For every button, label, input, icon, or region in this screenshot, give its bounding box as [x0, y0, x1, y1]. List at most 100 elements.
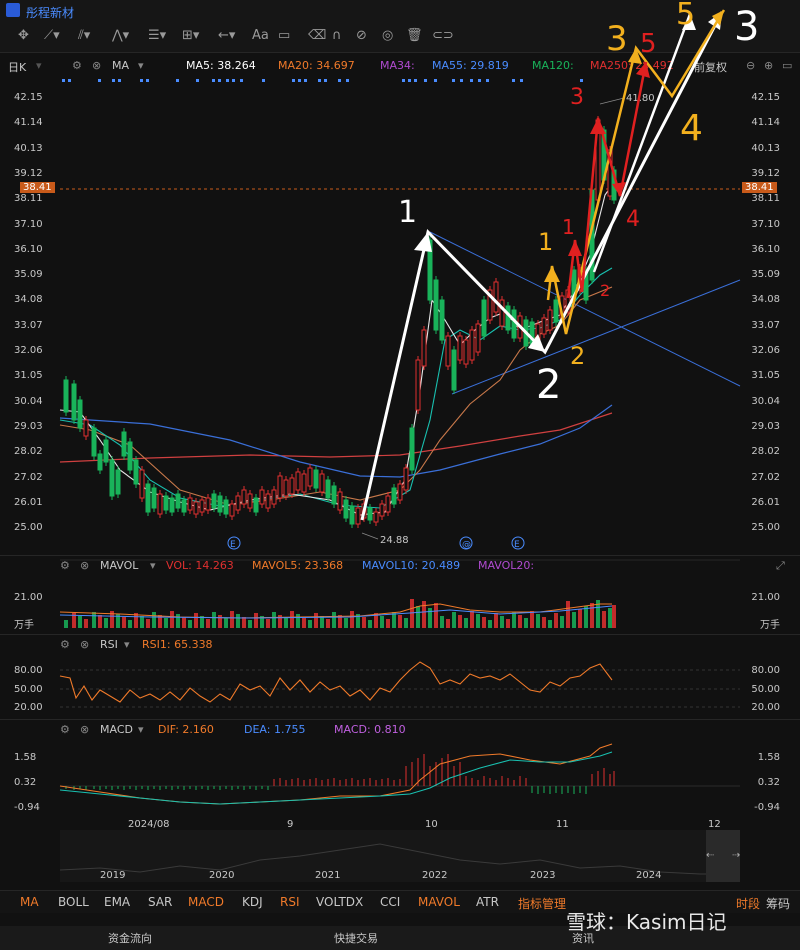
candle-body[interactable] — [121, 431, 127, 457]
candle-body[interactable] — [547, 309, 553, 331]
candle-body[interactable] — [253, 497, 259, 513]
timeline-window[interactable]: ⇠ ⇢ — [706, 830, 740, 882]
macd-name[interactable]: MACD — [100, 723, 133, 736]
candle-body[interactable] — [385, 495, 391, 513]
channel-tool-icon[interactable]: ⫽▾ — [78, 28, 91, 43]
candle-body[interactable] — [139, 469, 145, 499]
candle-body[interactable] — [337, 491, 343, 511]
tab-chips[interactable]: 筹码 — [766, 897, 791, 911]
candle-body[interactable] — [163, 495, 169, 511]
volume-bars[interactable] — [64, 599, 616, 628]
period-chevron-icon[interactable]: ▾ — [36, 59, 42, 72]
candle-body[interactable] — [475, 323, 481, 353]
candle-body[interactable] — [271, 489, 277, 505]
zoom-out-icon[interactable]: ⊖ — [746, 59, 756, 72]
candle-body[interactable] — [439, 299, 445, 341]
macd-chevron-icon[interactable]: ▾ — [138, 723, 144, 736]
rsi-gear-icon[interactable]: ⚙ — [60, 638, 70, 651]
candle-body[interactable] — [355, 507, 361, 525]
adjust-mode[interactable]: 前复权 — [694, 61, 727, 74]
candle-body[interactable] — [133, 459, 139, 485]
candle-body[interactable] — [331, 485, 337, 505]
news-link[interactable]: 资讯 — [572, 932, 594, 945]
timeline-navigator[interactable]: ⇠ ⇢ 2019 2020 2021 2022 2023 2024 — [60, 830, 740, 882]
candle-body[interactable] — [541, 317, 547, 335]
tab-indicator-manage[interactable]: 指标管理 — [518, 897, 567, 911]
candle-body[interactable] — [373, 511, 379, 523]
candle-body[interactable] — [229, 503, 235, 517]
tab-mavol[interactable]: MAVOL — [418, 895, 460, 909]
rsi-chevron-icon[interactable]: ▾ — [124, 638, 130, 651]
tab-macd[interactable]: MACD — [188, 895, 224, 909]
candle-body[interactable] — [313, 469, 319, 489]
rsi-close-icon[interactable]: ⊗ — [80, 638, 90, 651]
candle-body[interactable] — [367, 507, 373, 521]
candle-body[interactable] — [505, 305, 511, 331]
candle-body[interactable] — [97, 453, 103, 471]
note-tool-icon[interactable]: ▭ — [278, 28, 291, 43]
candle-body[interactable] — [247, 493, 253, 509]
candle-body[interactable] — [445, 335, 451, 367]
candle-body[interactable] — [109, 459, 115, 497]
macd-close-icon[interactable]: ⊗ — [80, 723, 90, 736]
mavol-gear-icon[interactable]: ⚙ — [60, 559, 70, 572]
candle-body[interactable] — [457, 335, 463, 361]
settings-gear-icon[interactable]: ⚙ — [72, 59, 82, 72]
event-markers[interactable]: E @ E — [227, 536, 525, 550]
hide-icon[interactable]: ◎ — [382, 28, 394, 43]
candle-body[interactable] — [115, 469, 121, 495]
candlesticks[interactable] — [63, 116, 617, 528]
tab-atr[interactable]: ATR — [476, 895, 499, 909]
candle-body[interactable] — [433, 279, 439, 331]
timeline-right-handle-icon[interactable]: ⇢ — [732, 850, 741, 861]
candle-body[interactable] — [499, 299, 505, 327]
candle-body[interactable] — [259, 489, 265, 505]
mavol-name[interactable]: MAVOL — [100, 559, 139, 572]
more-icon[interactable]: ▭ — [782, 59, 793, 72]
candle-body[interactable] — [481, 299, 487, 337]
move-crosshair-icon[interactable]: ✥ — [18, 28, 29, 43]
candle-body[interactable] — [325, 479, 331, 499]
candle-body[interactable] — [265, 493, 271, 509]
tab-ma[interactable]: MA — [20, 895, 39, 909]
candle-body[interactable] — [295, 471, 301, 491]
tab-voltdx[interactable]: VOLTDX — [316, 895, 364, 909]
candle-body[interactable] — [397, 483, 403, 501]
candle-body[interactable] — [421, 329, 427, 367]
tab-sar[interactable]: SAR — [148, 895, 173, 909]
candle-body[interactable] — [289, 477, 295, 495]
indicator-chevron-icon[interactable]: ▾ — [138, 59, 144, 72]
candle-body[interactable] — [553, 299, 559, 323]
lock-icon[interactable]: ⊘ — [356, 28, 367, 43]
macd-histogram[interactable] — [65, 754, 615, 794]
candle-body[interactable] — [175, 493, 181, 509]
grid-tool-icon[interactable]: ⊞▾ — [182, 28, 200, 43]
magnet-icon[interactable]: ∩ — [332, 28, 342, 43]
candle-body[interactable] — [511, 309, 517, 339]
eraser-icon[interactable]: ⌫ — [308, 28, 327, 43]
candle-body[interactable] — [403, 467, 409, 491]
tab-boll[interactable]: BOLL — [58, 895, 89, 909]
fund-flow-link[interactable]: 资金流向 — [108, 932, 152, 945]
macd-gear-icon[interactable]: ⚙ — [60, 723, 70, 736]
trend-line-down[interactable] — [429, 231, 741, 387]
candle-body[interactable] — [91, 427, 97, 457]
mavol-chevron-icon[interactable]: ▾ — [150, 559, 156, 572]
candle-body[interactable] — [343, 499, 349, 519]
candle-body[interactable] — [193, 501, 199, 515]
candle-body[interactable] — [307, 467, 313, 487]
candle-body[interactable] — [301, 473, 307, 493]
candle-body[interactable] — [469, 329, 475, 361]
tab-kdj[interactable]: KDJ — [242, 895, 263, 909]
candle-body[interactable] — [103, 439, 109, 463]
candle-body[interactable] — [241, 489, 247, 505]
candle-body[interactable] — [409, 427, 415, 471]
zoom-in-icon[interactable]: ⊕ — [764, 59, 774, 72]
candle-body[interactable] — [181, 499, 187, 513]
arrow-tool-icon[interactable]: ←▾ — [218, 28, 236, 43]
candle-body[interactable] — [127, 441, 133, 471]
expand-icon[interactable]: ⤢ — [776, 559, 785, 572]
candle-body[interactable] — [77, 399, 83, 429]
candle-body[interactable] — [283, 479, 289, 497]
